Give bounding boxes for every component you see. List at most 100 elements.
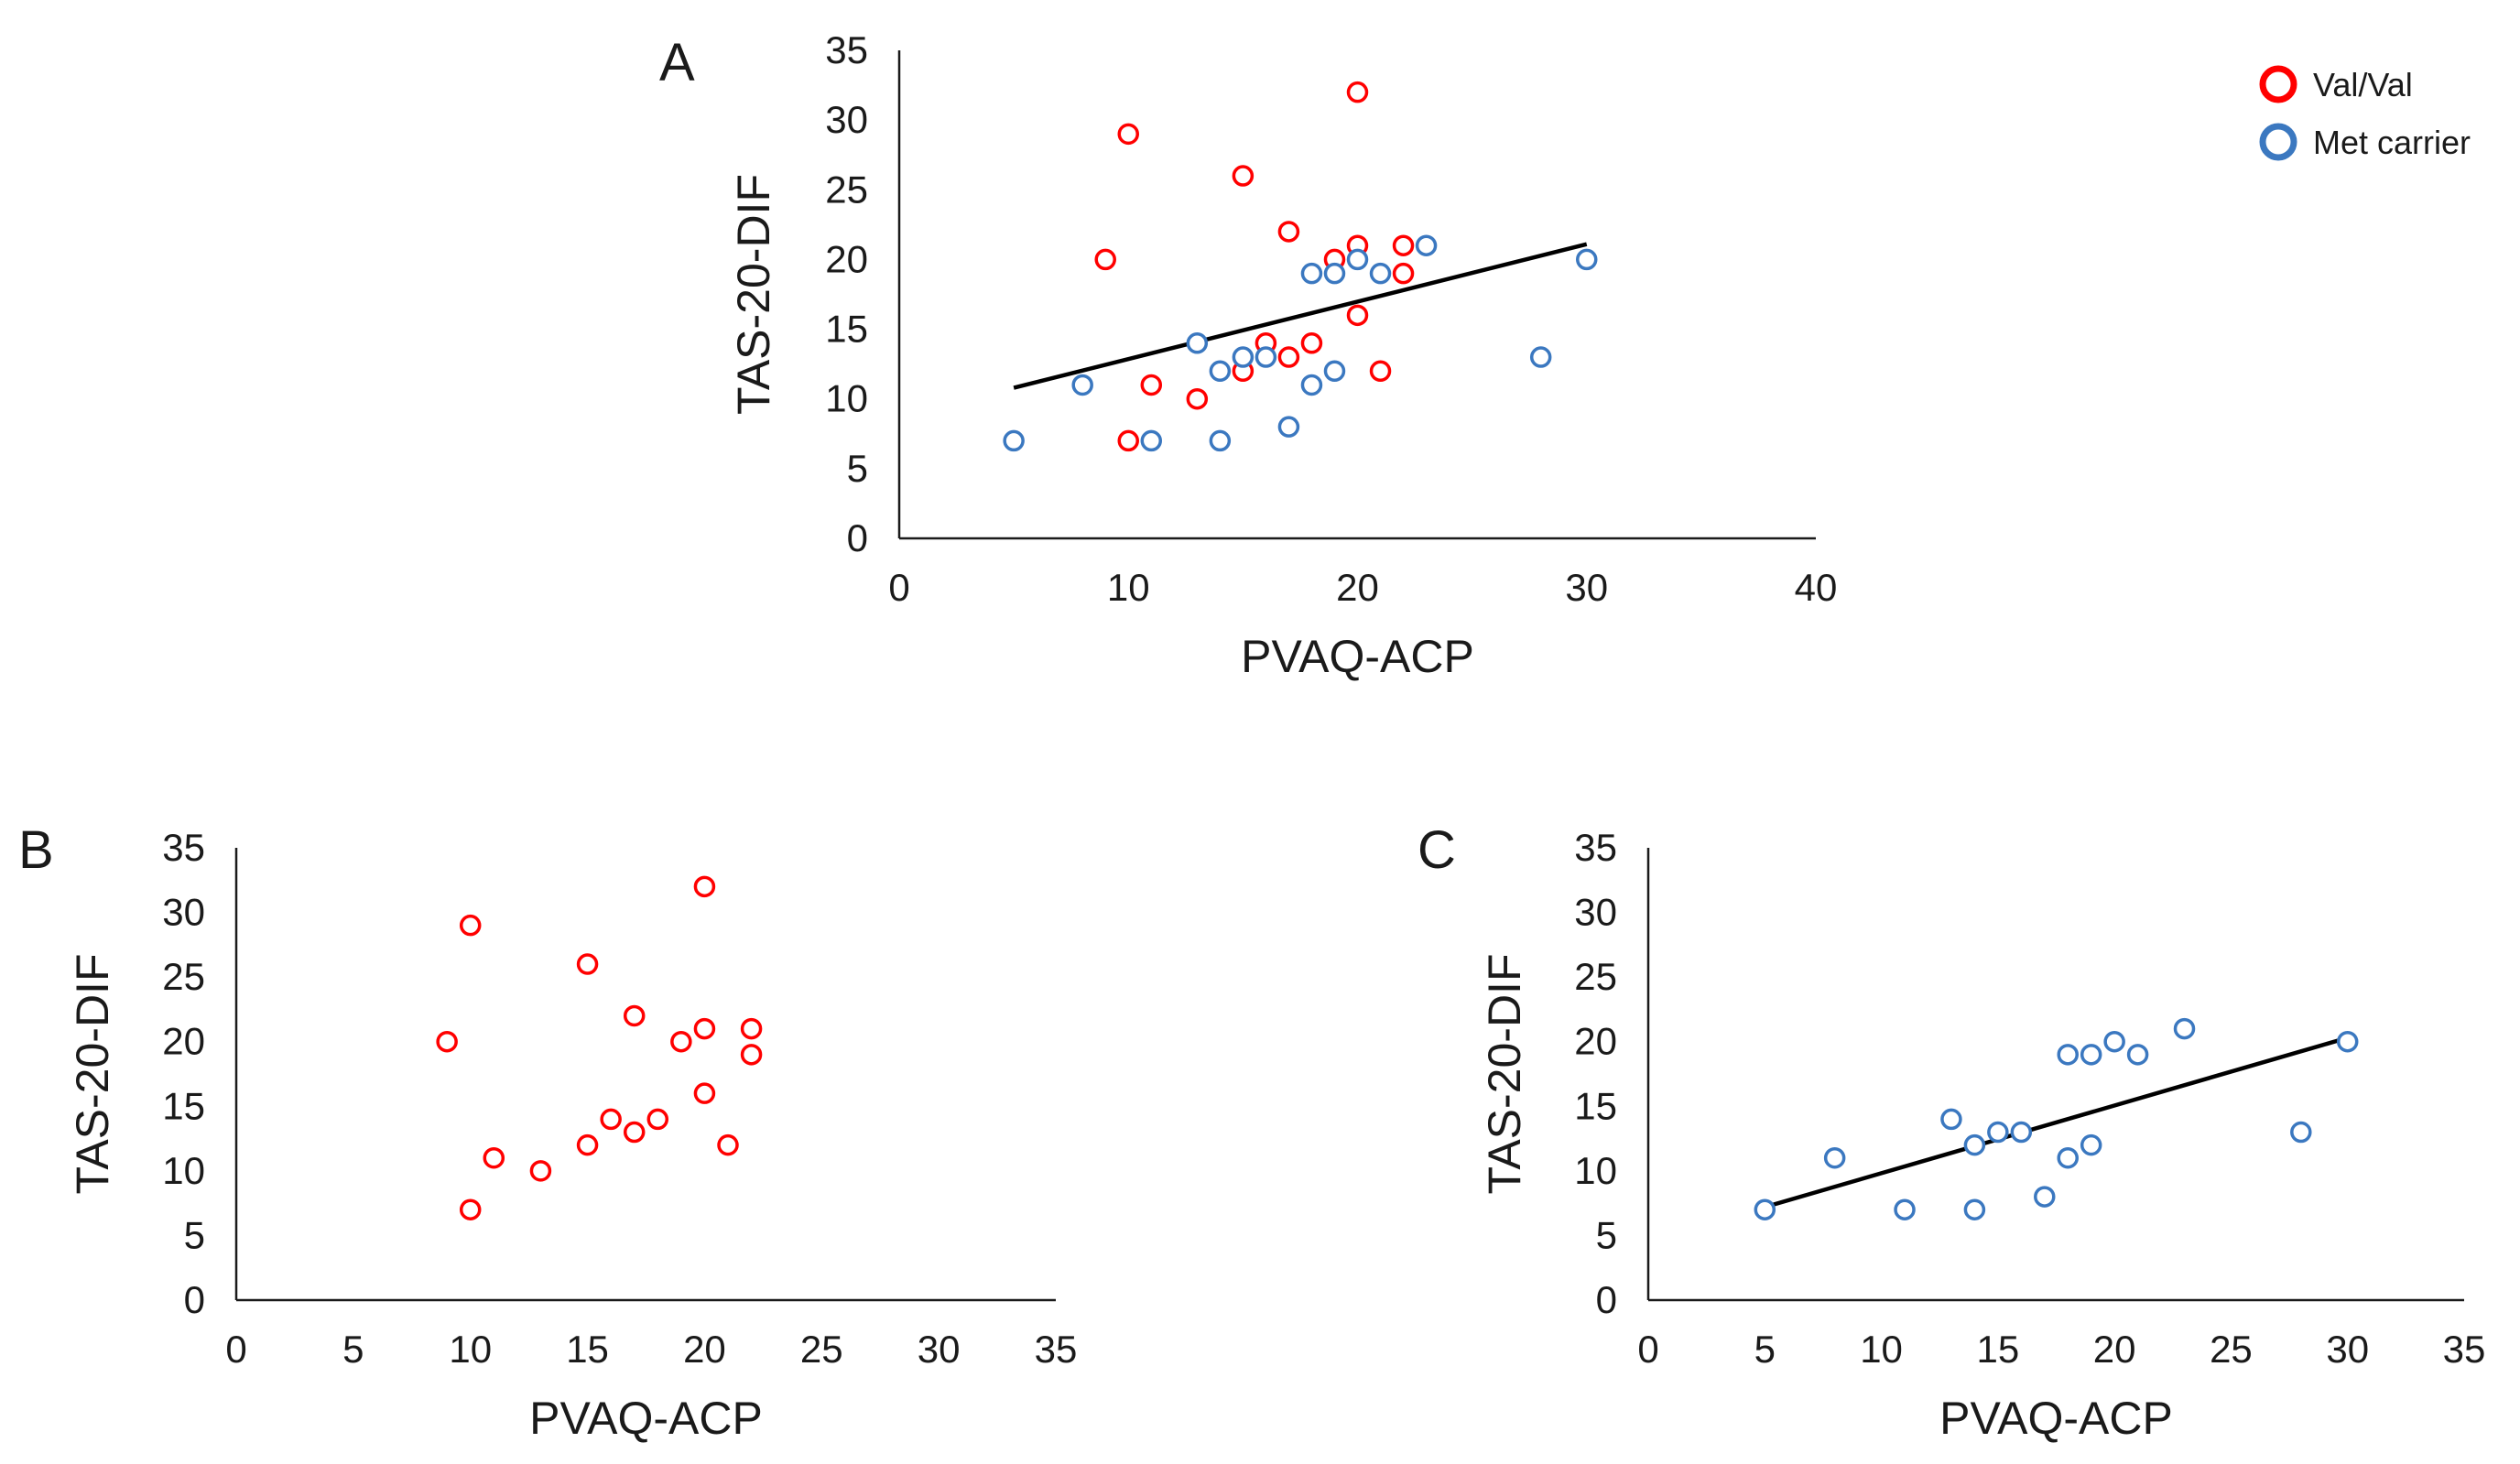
panel-b-letter: B [18, 820, 54, 880]
panel-a-point-met-carrier [1529, 346, 1552, 368]
panel-a-point-val-val [1117, 123, 1139, 146]
panel-a-point-met-carrier [1209, 360, 1232, 383]
panel-a-point-val-val [1277, 346, 1300, 368]
panel-a-point-met-carrier [1323, 262, 1346, 285]
panel-a-point-met-carrier [1071, 374, 1093, 396]
panel-c-y-tick-label: 25 [1574, 955, 1617, 998]
panel-c-point-met-carrier [1823, 1146, 1846, 1169]
panel-b-point-val-val [459, 914, 482, 937]
panel-a-x-tick-label: 20 [1336, 566, 1379, 609]
legend-label-met-carrier: Met carrier [2313, 124, 2471, 161]
panel-b-point-val-val [623, 1004, 646, 1027]
panel-b-x-tick-label: 10 [449, 1328, 492, 1371]
panel-a-point-val-val [1346, 304, 1369, 327]
panel-c-point-met-carrier [2103, 1030, 2125, 1053]
panel-b-y-axis-label: TAS-20-DIF [67, 954, 118, 1195]
panel-a-x-tick-label: 0 [888, 566, 909, 609]
panel-c-point-met-carrier [1754, 1198, 1776, 1220]
panel-b-point-val-val [483, 1146, 505, 1169]
panel-b-x-tick-label: 0 [225, 1328, 246, 1371]
panel-c-point-met-carrier [1963, 1133, 1986, 1156]
panel-c-x-tick-label: 20 [2093, 1328, 2136, 1371]
panel-a-point-val-val [1369, 360, 1392, 383]
panel-b-point-val-val [576, 953, 599, 975]
panel-a-y-tick-label: 15 [825, 308, 868, 351]
panel-c-y-tick-label: 30 [1574, 891, 1617, 934]
panel-c-letter: C [1418, 820, 1456, 880]
panel-a-point-val-val [1300, 332, 1323, 354]
panel-a-point-met-carrier [1255, 346, 1277, 368]
panel-c-y-tick-label: 20 [1574, 1020, 1617, 1063]
panel-a-point-val-val [1117, 429, 1139, 452]
panel-b-point-val-val [646, 1108, 669, 1131]
panel-a-point-val-val [1094, 248, 1116, 271]
panel-a-point-met-carrier [1346, 248, 1369, 271]
panel-b-point-val-val [623, 1121, 646, 1144]
panel-a-point-met-carrier [1369, 262, 1392, 285]
panel-c-point-met-carrier [2080, 1133, 2102, 1156]
panel-a-trendline [1013, 242, 1588, 390]
panel-b-y-tick-label: 20 [162, 1020, 205, 1063]
panel-c-x-tick-label: 10 [1860, 1328, 1903, 1371]
panel-b-y-tick-label: 15 [162, 1084, 205, 1127]
panel-a-y-axis-label: TAS-20-DIF [728, 174, 779, 415]
panel-a-point-val-val [1392, 262, 1415, 285]
panel-c-x-tick-label: 5 [1754, 1328, 1776, 1371]
panel-a-point-val-val [1186, 387, 1209, 410]
panel-c-y-tick-label: 35 [1574, 826, 1617, 869]
panel-a-point-met-carrier [1209, 429, 1232, 452]
panel-c-y-tick-label: 15 [1574, 1084, 1617, 1127]
panel-b-y-tick-label: 10 [162, 1149, 205, 1192]
panel-c-x-tick-label: 15 [1976, 1328, 2019, 1371]
panel-a-point-val-val [1392, 234, 1415, 256]
panel-b-y-tick-label: 25 [162, 955, 205, 998]
panel-b-y-tick-label: 35 [162, 826, 205, 869]
legend-item-val-val: Val/Val [2259, 65, 2413, 103]
panel-b-x-tick-label: 35 [1035, 1328, 1078, 1371]
panel-b-x-axis-label: PVAQ-ACP [529, 1393, 763, 1444]
panel-c-point-met-carrier [2057, 1044, 2079, 1066]
panel-c-point-met-carrier [2034, 1186, 2056, 1208]
panel-b-point-val-val [693, 875, 716, 898]
panel-a-y-tick-label: 5 [847, 447, 868, 490]
panel-a-x-tick-label: 10 [1107, 566, 1150, 609]
panel-c-y-tick-label: 0 [1596, 1278, 1617, 1321]
panel-b-point-val-val [436, 1030, 458, 1053]
legend: Val/Val Met carrier [2259, 65, 2471, 161]
panel-a-point-met-carrier [1415, 234, 1438, 256]
panel-a-x-axis-label: PVAQ-ACP [1241, 631, 1474, 682]
panel-b-chart: 0 5 10 15 20 25 30 35 0 5 10 15 20 25 30 35 PVAQ-ACP TAS-… [18, 820, 1077, 1444]
panel-b-point-val-val [459, 1198, 482, 1220]
panel-c-x-tick-label: 25 [2210, 1328, 2253, 1371]
panel-b-point-val-val [529, 1160, 552, 1182]
panel-a-point-met-carrier [1300, 262, 1323, 285]
panel-b-point-val-val [670, 1030, 692, 1053]
panel-c-x-axis-label: PVAQ-ACP [1939, 1393, 2173, 1444]
panel-b-point-val-val [740, 1044, 763, 1066]
panel-a-x-tick-label: 30 [1565, 566, 1608, 609]
panel-b-x-tick-label: 15 [566, 1328, 609, 1371]
panel-b-y-tick-label: 5 [184, 1213, 205, 1256]
panel-a-point-met-carrier [1323, 360, 1346, 383]
panel-a-y-tick-label: 30 [825, 98, 868, 141]
panel-a-y-tick-label: 25 [825, 168, 868, 211]
panel-b-point-val-val [576, 1133, 599, 1156]
panel-c-x-tick-label: 35 [2443, 1328, 2486, 1371]
panel-c-chart: 0 5 10 15 20 25 30 35 0 5 10 15 20 25 30 35 PVAQ-ACP TAS-… [1418, 820, 2485, 1444]
panel-a-y-tick-label: 20 [825, 237, 868, 280]
panel-b-point-val-val [693, 1082, 716, 1104]
panel-c-x-tick-label: 0 [1637, 1328, 1658, 1371]
panel-b-x-tick-label: 25 [800, 1328, 843, 1371]
panel-c-point-met-carrier [2290, 1121, 2312, 1144]
panel-a-point-met-carrier [1300, 374, 1323, 396]
panel-c-point-met-carrier [2336, 1030, 2359, 1053]
panel-a-point-met-carrier [1186, 332, 1209, 354]
panel-c-point-met-carrier [2057, 1146, 2079, 1169]
panel-c-y-axis-label: TAS-20-DIF [1479, 954, 1530, 1195]
panel-a-point-val-val [1277, 221, 1300, 243]
panel-a-chart: 0 10 20 30 40 0 5 10 15 20 25 30 35 PVAQ-ACP TAS-20-DI… [659, 28, 1837, 682]
panel-c-point-met-carrier [2126, 1044, 2149, 1066]
panel-a-point-met-carrier [1277, 416, 1300, 438]
panel-a-point-met-carrier [1140, 429, 1163, 452]
panel-a-point-met-carrier [1576, 248, 1598, 271]
